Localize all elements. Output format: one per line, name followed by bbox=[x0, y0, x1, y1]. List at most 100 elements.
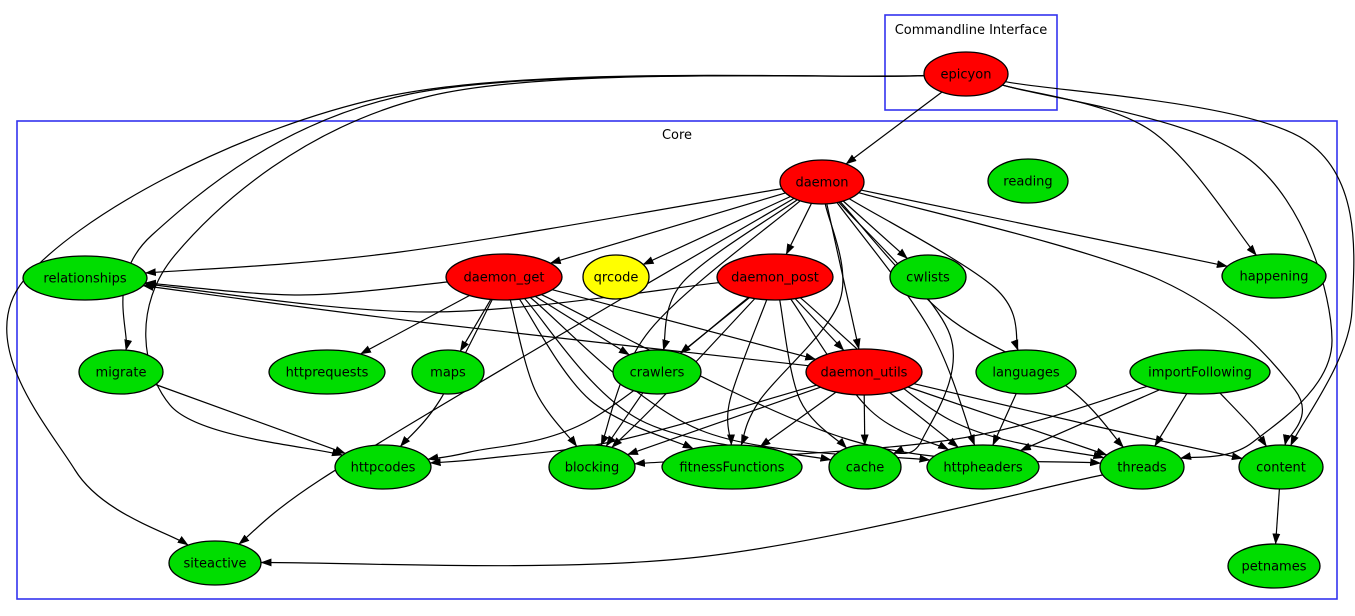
node-ellipse-httprequests bbox=[268, 349, 386, 395]
edge-daemon_get-to-httprequests bbox=[360, 294, 470, 355]
edge-importFollowing-to-threads bbox=[1154, 393, 1188, 447]
node-label-httpheaders: httpheaders bbox=[943, 461, 1022, 476]
node-label-blocking: blocking bbox=[565, 461, 620, 476]
node-label-content: content bbox=[1256, 461, 1306, 476]
edge-daemon-to-crawlers bbox=[662, 199, 798, 351]
node-label-siteactive: siteactive bbox=[184, 557, 247, 572]
edge-daemon_utils-to-content bbox=[913, 383, 1243, 461]
edge-epicyon-to-daemon bbox=[845, 91, 943, 165]
node-daemon_utils: daemon_utils bbox=[805, 348, 923, 396]
edge-content-to-petnames bbox=[1272, 488, 1281, 545]
node-content: content bbox=[1238, 444, 1324, 490]
node-epicyon: epicyon bbox=[923, 51, 1009, 97]
node-label-daemon_get: daemon_get bbox=[464, 271, 545, 286]
node-ellipse-epicyon bbox=[923, 51, 1009, 97]
node-label-daemon_post: daemon_post bbox=[731, 271, 819, 286]
node-ellipse-relationships bbox=[22, 255, 148, 301]
cluster-label-commandline-interface: Commandline Interface bbox=[895, 23, 1048, 38]
edge-epicyon-to-httpcodes bbox=[145, 75, 925, 457]
edge-daemon_get-to-maps bbox=[459, 299, 492, 352]
node-ellipse-petnames bbox=[1227, 543, 1321, 589]
edge-daemon_utils-to-httpheaders bbox=[889, 392, 959, 448]
edge-daemon_post-to-httpheaders bbox=[790, 298, 950, 451]
edge-epicyon-to-migrate bbox=[122, 74, 925, 351]
node-reading: reading bbox=[987, 158, 1069, 204]
node-label-threads: threads bbox=[1117, 461, 1167, 476]
node-ellipse-migrate bbox=[78, 349, 164, 395]
node-daemon_post: daemon_post bbox=[716, 253, 834, 301]
node-label-epicyon: epicyon bbox=[941, 68, 992, 83]
node-label-happening: happening bbox=[1239, 270, 1308, 285]
node-label-cwlists: cwlists bbox=[906, 271, 950, 286]
edge-daemon_utils-to-cache bbox=[860, 394, 869, 446]
node-label-migrate: migrate bbox=[96, 366, 147, 381]
edge-epicyon-to-siteactive bbox=[6, 74, 925, 546]
edge-daemon_post-to-blocking bbox=[611, 298, 756, 448]
node-maps: maps bbox=[411, 349, 485, 395]
edge-daemon-to-relationships bbox=[144, 188, 783, 277]
edge-languages-to-httpheaders bbox=[992, 393, 1017, 446]
edge-daemon_get-to-httpcodes bbox=[399, 299, 493, 447]
node-ellipse-siteactive bbox=[168, 540, 262, 586]
node-ellipse-daemon_get bbox=[445, 253, 563, 301]
node-ellipse-blocking bbox=[548, 444, 636, 490]
node-label-daemon_utils: daemon_utils bbox=[821, 366, 908, 381]
edge-daemon_post-to-threads bbox=[799, 297, 1105, 460]
edge-daemon_post-to-cache bbox=[779, 299, 848, 449]
cluster-border-commandline-interface bbox=[884, 14, 1058, 111]
node-crawlers: crawlers bbox=[612, 349, 702, 395]
edge-epicyon-to-threads bbox=[1002, 84, 1333, 460]
edge-daemon_get-to-relationships bbox=[144, 279, 448, 296]
node-label-fitnessFunctions: fitnessFunctions bbox=[679, 461, 784, 476]
edge-daemon_get-to-fitnessFunctions bbox=[519, 298, 694, 450]
node-label-petnames: petnames bbox=[1242, 560, 1307, 575]
edge-daemon_utils-to-threads bbox=[907, 386, 1108, 456]
node-ellipse-daemon_post bbox=[716, 253, 834, 301]
cluster-core: Core bbox=[16, 120, 1338, 600]
node-label-cache: cache bbox=[846, 461, 885, 476]
edge-daemon_post-to-daemon_utils bbox=[794, 298, 845, 351]
node-daemon: daemon bbox=[779, 159, 865, 205]
node-ellipse-cwlists bbox=[889, 254, 967, 300]
edge-daemon-to-happening bbox=[860, 189, 1228, 269]
edge-daemon_post-to-httpcodes bbox=[427, 297, 749, 462]
cluster-label-core: Core bbox=[662, 128, 692, 143]
node-ellipse-httpheaders bbox=[926, 444, 1040, 490]
node-label-maps: maps bbox=[430, 366, 466, 381]
clusters-layer: Commandline Interface Core bbox=[16, 14, 1338, 600]
node-label-importFollowing: importFollowing bbox=[1148, 366, 1252, 381]
edge-daemon_get-to-daemon_utils bbox=[552, 289, 817, 361]
edge-daemon_get-to-blocking bbox=[509, 299, 578, 447]
edge-daemon-to-cache bbox=[838, 201, 954, 455]
edge-daemon-to-content bbox=[858, 192, 1303, 446]
node-importFollowing: importFollowing bbox=[1129, 349, 1271, 395]
node-ellipse-qrcode bbox=[582, 254, 650, 300]
node-fitnessFunctions: fitnessFunctions bbox=[661, 444, 803, 490]
node-label-reading: reading bbox=[1003, 175, 1052, 190]
node-ellipse-daemon bbox=[779, 159, 865, 205]
edge-daemon-to-daemon_post bbox=[785, 203, 813, 255]
edges-layer bbox=[6, 74, 1355, 567]
edge-daemon-to-languages bbox=[848, 198, 1019, 351]
edge-importFollowing-to-content bbox=[1219, 392, 1268, 447]
node-ellipse-maps bbox=[411, 349, 485, 395]
node-threads: threads bbox=[1099, 444, 1185, 490]
node-happening: happening bbox=[1221, 253, 1327, 299]
edge-daemon_utils-to-fitnessFunctions bbox=[759, 391, 837, 448]
node-label-crawlers: crawlers bbox=[630, 366, 685, 381]
node-cwlists: cwlists bbox=[889, 254, 967, 300]
node-relationships: relationships bbox=[22, 255, 148, 301]
node-label-daemon: daemon bbox=[795, 176, 848, 191]
node-label-relationships: relationships bbox=[43, 272, 126, 287]
node-siteactive: siteactive bbox=[168, 540, 262, 586]
node-label-languages: languages bbox=[992, 366, 1060, 381]
edge-threads-to-siteactive bbox=[260, 474, 1103, 567]
node-httpheaders: httpheaders bbox=[926, 444, 1040, 490]
cluster-border-core bbox=[16, 120, 1338, 600]
node-ellipse-cache bbox=[828, 444, 902, 490]
node-label-qrcode: qrcode bbox=[594, 271, 639, 286]
edge-daemon_post-to-fitnessFunctions bbox=[727, 299, 768, 446]
node-ellipse-happening bbox=[1221, 253, 1327, 299]
edge-crawlers-to-blocking bbox=[605, 392, 644, 447]
